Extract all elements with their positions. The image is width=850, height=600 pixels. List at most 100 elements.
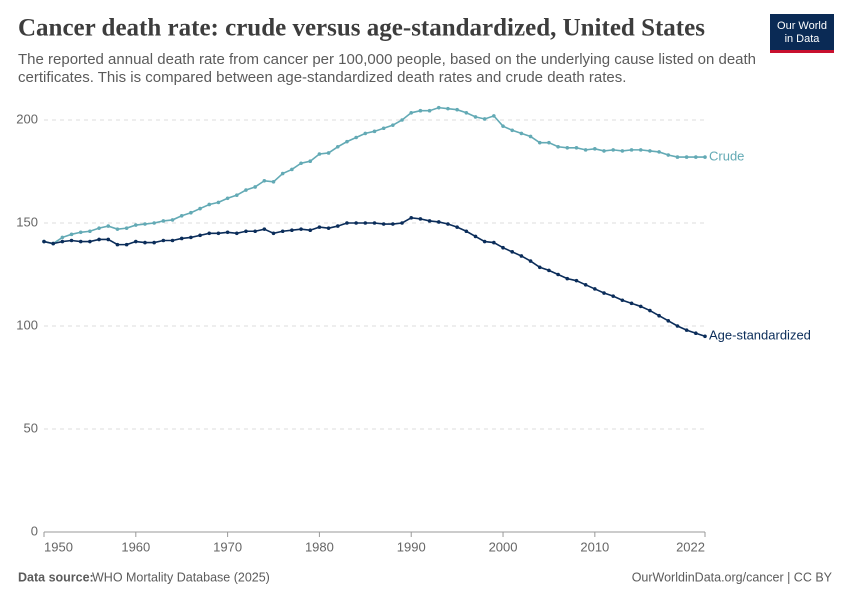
data-point xyxy=(666,153,671,157)
data-point xyxy=(60,235,65,240)
series-label: Age-standardized xyxy=(709,328,811,343)
data-point xyxy=(629,301,634,306)
data-point xyxy=(455,107,459,112)
data-point xyxy=(694,331,698,336)
data-point xyxy=(602,149,606,153)
y-tick-label: 100 xyxy=(16,317,38,332)
data-point xyxy=(583,283,588,287)
data-point xyxy=(547,268,551,273)
data-point xyxy=(455,225,459,229)
logo[interactable]: Our World in Data xyxy=(770,14,834,53)
y-tick-label: 0 xyxy=(31,523,38,538)
data-point xyxy=(528,134,533,139)
data-point xyxy=(492,240,496,245)
data-point xyxy=(391,123,395,127)
data-point xyxy=(253,229,257,234)
data-point xyxy=(299,161,303,166)
x-tick-label: 2010 xyxy=(580,539,609,554)
logo-text[interactable]: in Data xyxy=(785,33,821,45)
data-point xyxy=(317,152,322,156)
data-point xyxy=(372,129,377,134)
data-point xyxy=(335,224,340,228)
data-point xyxy=(207,231,212,236)
x-tick-label: 1960 xyxy=(121,539,150,554)
data-point xyxy=(262,178,267,183)
data-point xyxy=(409,216,414,220)
data-point xyxy=(703,334,707,339)
data-point xyxy=(234,193,239,197)
data-point xyxy=(161,238,166,243)
data-point xyxy=(161,219,166,223)
data-point xyxy=(620,149,625,153)
data-point xyxy=(482,239,487,244)
data-point xyxy=(611,294,615,298)
data-point xyxy=(225,230,230,235)
data-point xyxy=(519,131,524,136)
data-point xyxy=(97,237,101,242)
data-point xyxy=(473,234,478,239)
data-point xyxy=(556,272,560,277)
data-point xyxy=(143,222,147,226)
data-point xyxy=(216,200,221,205)
data-point xyxy=(244,229,248,234)
x-tick-label: 1970 xyxy=(213,539,242,554)
logo-text[interactable]: Our World xyxy=(777,20,827,32)
source: WHO Mortality Database (2025) xyxy=(92,570,270,584)
data-point xyxy=(556,144,560,149)
series-line xyxy=(43,217,706,338)
data-point xyxy=(519,254,524,258)
data-point xyxy=(115,242,120,247)
data-point xyxy=(648,149,652,153)
data-point xyxy=(537,140,542,145)
data-point xyxy=(684,155,689,159)
data-point xyxy=(152,240,156,245)
data-point xyxy=(69,238,74,243)
data-point xyxy=(179,213,184,218)
chart-title: Cancer death rate: crude versus age-stan… xyxy=(18,15,705,42)
data-point xyxy=(253,185,257,189)
data-point xyxy=(290,167,294,172)
data-point xyxy=(170,238,175,243)
data-point xyxy=(69,232,74,237)
data-point xyxy=(436,220,441,224)
data-point xyxy=(124,226,129,230)
data-point xyxy=(565,146,570,150)
data-point xyxy=(400,221,404,225)
data-point xyxy=(78,239,83,244)
data-point xyxy=(418,108,423,113)
data-point xyxy=(134,239,138,244)
data-point xyxy=(290,228,294,233)
source-label: Data source: xyxy=(18,570,94,584)
data-point xyxy=(446,222,450,226)
data-point xyxy=(657,150,661,154)
subtitle: certificates. This is compared between a… xyxy=(18,69,626,86)
data-point xyxy=(326,151,331,155)
data-point xyxy=(537,265,542,270)
data-point xyxy=(427,108,432,113)
y-tick-label: 50 xyxy=(24,420,38,435)
data-point xyxy=(446,106,450,111)
data-point xyxy=(189,235,193,240)
data-point xyxy=(638,148,643,152)
x-tick-label: 1990 xyxy=(397,539,426,554)
credit[interactable]: OurWorldinData.org/cancer | CC BY xyxy=(632,570,833,584)
series-label: Crude xyxy=(709,149,744,164)
data-point xyxy=(308,159,313,163)
data-point xyxy=(501,124,505,128)
data-point xyxy=(666,319,671,323)
data-point xyxy=(381,222,386,226)
logo-box[interactable] xyxy=(770,14,834,50)
data-point xyxy=(345,139,349,144)
data-point xyxy=(271,231,276,236)
data-point xyxy=(88,239,92,244)
data-point xyxy=(234,231,239,236)
data-point xyxy=(391,222,395,226)
data-point xyxy=(574,278,579,283)
data-point xyxy=(179,236,184,241)
data-point xyxy=(675,155,680,159)
data-point xyxy=(501,245,505,250)
x-tick-label: 1950 xyxy=(44,539,73,554)
logo-bar[interactable] xyxy=(770,50,834,53)
subtitle: The reported annual death rate from canc… xyxy=(18,51,756,68)
